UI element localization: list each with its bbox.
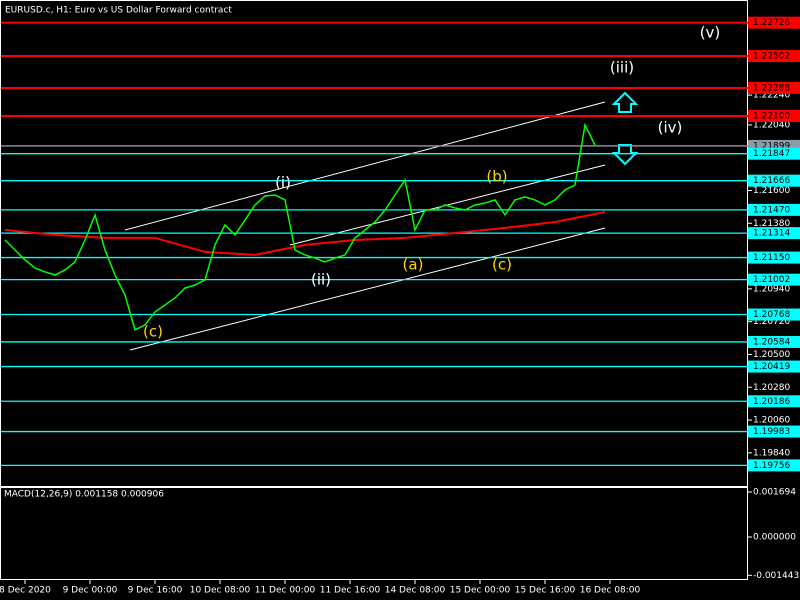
level-label-box — [748, 308, 800, 321]
level-label: 1.19983 — [753, 427, 790, 437]
level-label-box — [748, 395, 800, 408]
time-label: 9 Dec 16:00 — [128, 586, 183, 596]
time-label: 15 Dec 00:00 — [450, 586, 511, 596]
level-label: 1.21899 — [753, 141, 790, 151]
level-label-box — [748, 360, 800, 373]
macd-tick-label: -0.001443 — [753, 571, 799, 581]
time-label: 14 Dec 08:00 — [385, 586, 446, 596]
level-label: 1.21847 — [753, 149, 790, 159]
level-label-box — [748, 335, 800, 348]
level-label: 1.21666 — [753, 176, 790, 186]
time-label: 9 Dec 00:00 — [63, 586, 118, 596]
channel-upper — [124, 101, 606, 231]
moving-average — [4, 210, 606, 256]
price-tick-label: 1.20060 — [753, 416, 790, 426]
level-label: 1.22288 — [753, 83, 790, 93]
macd-tick-label: 0.000000 — [753, 532, 796, 542]
level-label: 1.19756 — [753, 461, 790, 471]
channel-lower — [129, 227, 606, 351]
price-line — [4, 122, 596, 331]
level-label-box — [748, 251, 800, 264]
price-tick-label: 1.20280 — [753, 383, 790, 393]
price-tick-label: 1.19840 — [753, 448, 790, 458]
wave-label: (a) — [403, 256, 424, 274]
price-tick-label: 1.20500 — [753, 350, 790, 360]
up-arrow — [611, 91, 639, 113]
price-tick-label: 1.20720 — [753, 317, 790, 327]
time-label: 11 Dec 16:00 — [320, 586, 381, 596]
level-label-box — [748, 81, 800, 94]
level-label-box — [748, 227, 800, 240]
price-tick-label: 1.21600 — [753, 186, 790, 196]
time-label: 16 Dec 08:00 — [580, 586, 641, 596]
level-label: 1.22726 — [753, 18, 790, 28]
level-label: 1.22502 — [753, 52, 790, 62]
level-label-box — [748, 109, 800, 122]
wave-label: (c) — [492, 256, 512, 274]
price-tick-label: 1.22240 — [753, 91, 790, 101]
level-label-box — [748, 147, 800, 160]
wave-label: (iv) — [658, 119, 683, 137]
time-label: 15 Dec 16:00 — [515, 586, 576, 596]
chart-title: EURUSD.c, H1: Euro vs US Dollar Forward … — [5, 6, 232, 16]
macd-tick-label: 0.001694 — [753, 487, 796, 497]
wave-label: (iii) — [610, 59, 634, 77]
level-label: 1.21314 — [753, 229, 790, 239]
level-label-box — [748, 273, 800, 286]
macd-frame — [0, 487, 748, 580]
macd-label: MACD(12,26,9) 0.001158 0.000906 — [4, 490, 164, 500]
level-label: 1.20186 — [753, 397, 790, 407]
level-label: 1.20584 — [753, 337, 790, 347]
main-frame — [0, 0, 748, 487]
wave-label: (i) — [275, 174, 291, 192]
level-label: 1.21150 — [753, 253, 790, 263]
level-label: 1.21470 — [753, 205, 790, 215]
price-tick-label: 1.20940 — [753, 284, 790, 294]
time-label: 8 Dec 2020 — [0, 586, 51, 596]
level-label-box — [748, 50, 800, 63]
time-label: 11 Dec 00:00 — [255, 586, 316, 596]
time-label: 10 Dec 08:00 — [190, 586, 251, 596]
wave-label: (ii) — [311, 271, 331, 289]
level-label: 1.20419 — [753, 362, 790, 372]
level-label-box — [748, 16, 800, 29]
level-label-box — [748, 174, 800, 187]
price-tick-label: 1.22040 — [753, 120, 790, 130]
level-label: 1.20768 — [753, 310, 790, 320]
level-label-box — [748, 425, 800, 438]
level-label-box — [748, 203, 800, 216]
price-tick-label: 1.21380 — [753, 219, 790, 229]
wave-label: (v) — [700, 24, 721, 42]
wave-label: (c) — [143, 323, 163, 341]
level-label-box — [748, 459, 800, 472]
wave-label: (b) — [486, 168, 507, 186]
level-label: 1.21002 — [753, 275, 790, 285]
level-label: 1.22100 — [753, 111, 790, 121]
